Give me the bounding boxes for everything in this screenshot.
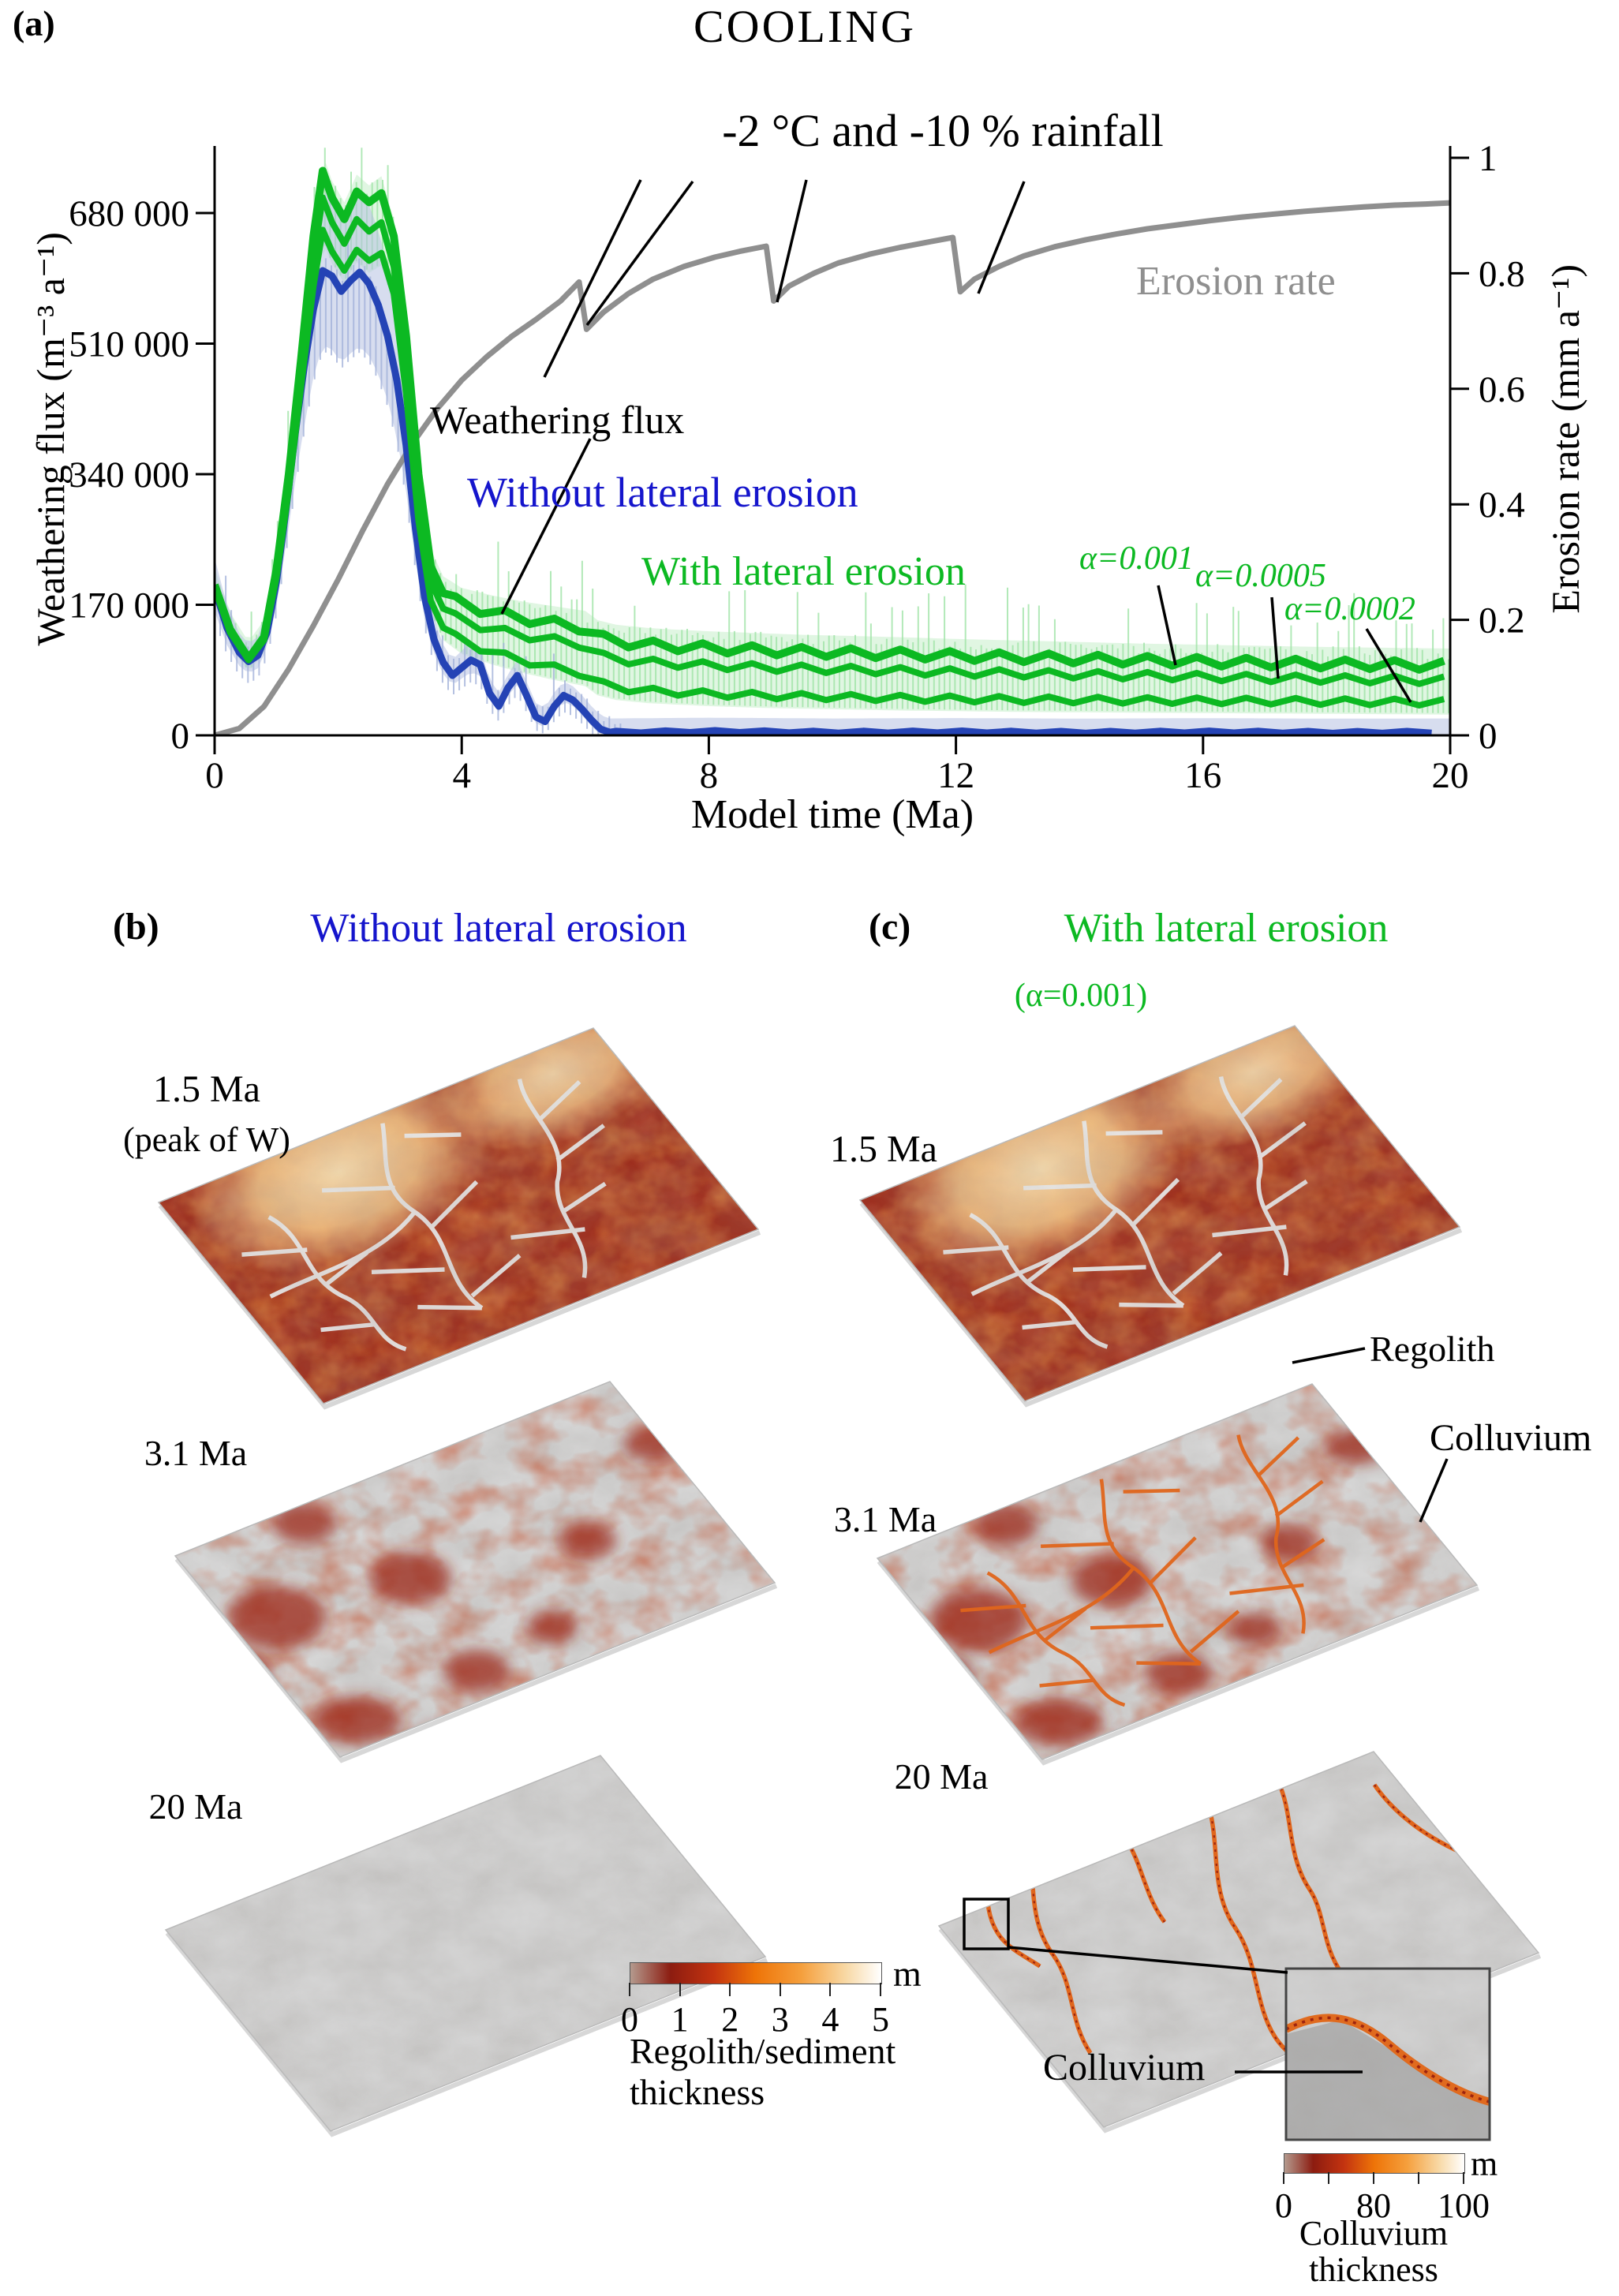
- colorbar-tick: [780, 1983, 781, 1996]
- chart-title: COOLING: [615, 3, 994, 51]
- c-time-1: 1.5 Ma: [797, 1130, 970, 1169]
- svg-text:1: 1: [1479, 138, 1497, 179]
- colorbar-tick-label: 2: [721, 1999, 738, 2040]
- colorbar-tick: [1418, 2172, 1419, 2184]
- svg-text:0.2: 0.2: [1479, 600, 1525, 641]
- colorbar-tick: [1463, 2172, 1464, 2184]
- c-time-3: 20 Ma: [866, 1758, 1016, 1796]
- panel-c-alpha-note: (α=0.001): [986, 978, 1176, 1013]
- terrain-c-3_1Ma: [877, 1384, 1479, 1763]
- colorbar-tick: [729, 1983, 731, 1996]
- colorbar-tick-label: 4: [821, 1999, 839, 2040]
- x-axis-title: Model time (Ma): [513, 794, 1152, 837]
- svg-text:12: 12: [937, 755, 974, 796]
- b-time-2: 3.1 Ma: [109, 1434, 282, 1472]
- regolith-label: Regolith: [1370, 1330, 1494, 1368]
- chart-panel-a: 0481216200170 000340 000510 000680 00000…: [69, 138, 1525, 796]
- svg-text:0.6: 0.6: [1479, 369, 1525, 410]
- svg-text:0.8: 0.8: [1479, 253, 1525, 294]
- svg-text:16: 16: [1184, 755, 1221, 796]
- alpha-00002-label: α=0.0002: [1284, 592, 1415, 626]
- svg-text:170 000: 170 000: [69, 585, 189, 626]
- alpha-00005-label: α=0.0005: [1195, 559, 1326, 593]
- regolith-colorbar: [630, 1962, 882, 1984]
- colorbar-tick-label: 0: [1275, 2186, 1292, 2226]
- climate-annotation: -2 °C and -10 % rainfall: [608, 107, 1278, 155]
- svg-text:340 000: 340 000: [69, 454, 189, 495]
- panel-b-tag: (b): [113, 907, 159, 947]
- colorbar-tick: [1373, 2172, 1374, 2184]
- terrain-b-1_5Ma: [159, 970, 760, 1407]
- panel-b-header: Without lateral erosion: [221, 907, 776, 951]
- colluvium-zoom-label: Colluvium: [1043, 2048, 1205, 2088]
- colorbar-tick: [829, 1983, 831, 1996]
- regolith-colorbar-unit: m: [893, 1955, 922, 1993]
- svg-text:510 000: 510 000: [69, 323, 189, 365]
- svg-text:0: 0: [1479, 716, 1497, 757]
- svg-text:0: 0: [171, 716, 190, 757]
- b-time-1: 1.5 Ma: [101, 1070, 312, 1109]
- without-lateral-erosion-label: Without lateral erosion: [467, 470, 858, 515]
- panel-c-header: With lateral erosion: [978, 907, 1474, 951]
- colluvium-colorbar-caption-2: thickness: [1274, 2252, 1473, 2288]
- colluvium-colorbar-unit: m: [1471, 2146, 1497, 2182]
- colorbar-tick: [1328, 2172, 1329, 2184]
- svg-text:0.4: 0.4: [1479, 484, 1525, 525]
- panel-c-tag: (c): [869, 907, 910, 947]
- with-lateral-erosion-label: With lateral erosion: [641, 551, 966, 594]
- y-axis-right-title: Erosion rate (mm a⁻¹): [1545, 139, 1587, 739]
- svg-text:4: 4: [452, 755, 471, 796]
- weathering-flux-label: Weathering flux: [430, 399, 684, 441]
- colluvium-label: Colluvium: [1430, 1419, 1591, 1458]
- colorbar-tick-label: 80: [1356, 2186, 1391, 2226]
- figure-page: { "labels": { "a_tag": "(a)", "title": "…: [0, 0, 1619, 2296]
- colorbar-tick-label: 1: [671, 1999, 689, 2040]
- colluvium-inset: [1286, 1969, 1490, 2140]
- colorbar-tick: [679, 1983, 681, 1996]
- b-time-1-sub: (peak of W): [93, 1122, 320, 1158]
- colorbar-tick: [880, 1983, 881, 1996]
- erosion-rate-label: Erosion rate: [1136, 260, 1336, 304]
- colorbar-tick-label: 3: [772, 1999, 789, 2040]
- c-time-2: 3.1 Ma: [798, 1501, 972, 1539]
- svg-text:8: 8: [700, 755, 719, 796]
- alpha-0001-label: α=0.001: [1079, 541, 1194, 576]
- colorbar-tick-label: 100: [1438, 2186, 1490, 2226]
- colorbar-tick-label: 5: [872, 1999, 889, 2040]
- colorbar-tick: [629, 1983, 630, 1996]
- regolith-colorbar-caption-1: Regolith/sediment: [630, 2032, 895, 2070]
- panel-a-tag: (a): [13, 5, 55, 43]
- b-time-3: 20 Ma: [109, 1788, 282, 1826]
- svg-text:0: 0: [205, 755, 224, 796]
- svg-text:20: 20: [1432, 755, 1469, 796]
- colluvium-colorbar: [1284, 2153, 1465, 2174]
- y-axis-left-title: Weathering flux (m⁻³ a⁻¹): [30, 139, 72, 739]
- colorbar-tick: [1283, 2172, 1284, 2184]
- svg-text:680 000: 680 000: [69, 193, 189, 234]
- colorbar-tick-label: 0: [621, 1999, 638, 2040]
- regolith-colorbar-caption-2: thickness: [630, 2074, 765, 2111]
